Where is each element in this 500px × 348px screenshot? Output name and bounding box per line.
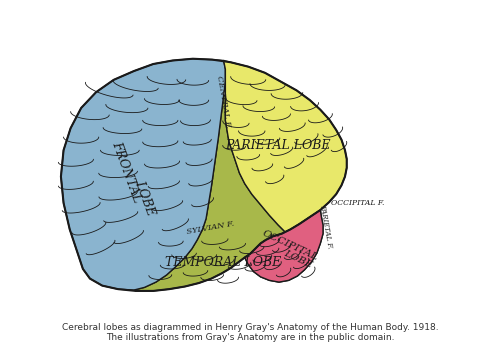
Text: TEMPORAL LOBE: TEMPORAL LOBE [166,256,281,269]
Polygon shape [61,59,226,290]
Text: PARIETAL LOBE: PARIETAL LOBE [226,139,331,152]
Polygon shape [244,210,323,282]
Text: OCCIPITAL: OCCIPITAL [260,228,319,262]
Text: Cerebral lobes as diagrammed in Henry Gray's Anatomy of the Human Body. 1918.
Th: Cerebral lobes as diagrammed in Henry Gr… [62,323,438,342]
Polygon shape [134,96,285,291]
Polygon shape [224,61,346,232]
Text: SYLVIAN F.: SYLVIAN F. [186,220,235,236]
Text: LOBE: LOBE [132,179,157,218]
Text: CENTRAL F.: CENTRAL F. [215,75,232,129]
Text: OCCIPITAL F.: OCCIPITAL F. [330,199,384,207]
Text: PARIETAL F.: PARIETAL F. [318,204,334,249]
Polygon shape [244,210,323,282]
Text: FRONTAL: FRONTAL [110,140,144,205]
Text: LOBE: LOBE [282,249,314,270]
